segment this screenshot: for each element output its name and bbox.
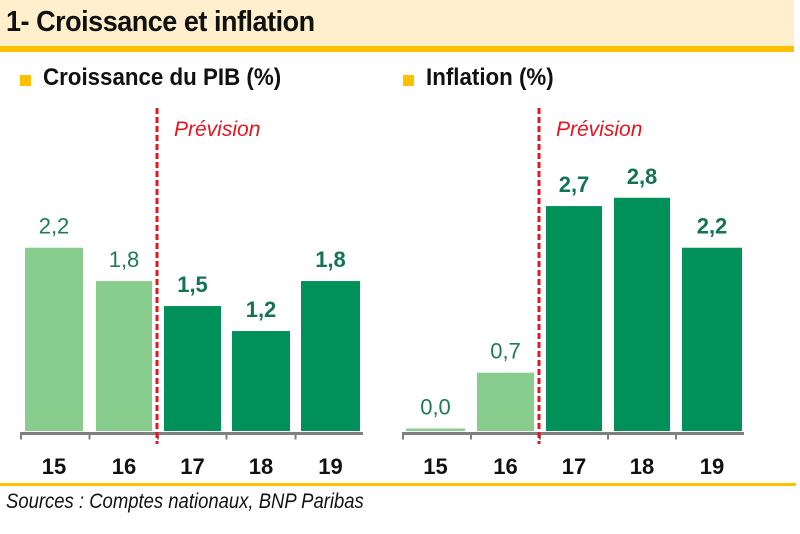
inflation-value-label-17: 2,7: [559, 172, 590, 197]
gdp-bar-16: [96, 281, 152, 431]
inflation-bar-16: [477, 372, 534, 431]
gdp-bar-18: [232, 331, 290, 431]
source-note: Sources : Comptes nationaux, BNP Paribas: [6, 490, 364, 513]
section-header: [0, 0, 794, 46]
gdp-bar-17: [164, 306, 221, 431]
section-title: 1- Croissance et inflation: [6, 6, 315, 38]
inflation-category-label-15: 15: [423, 454, 447, 479]
gdp-chart-title: Croissance du PIB (%): [43, 64, 282, 91]
gdp-value-label-17: 1,5: [177, 272, 208, 297]
gdp-forecast-annotation: Prévision: [174, 118, 260, 141]
gdp-value-label-16: 1,8: [109, 247, 140, 272]
gdp-bar-19: [301, 281, 360, 431]
inflation-category-label-17: 17: [562, 454, 586, 479]
inflation-chart-title: Inflation (%): [426, 64, 554, 91]
gdp-category-label-15: 15: [42, 454, 66, 479]
inflation-bar-18: [614, 197, 670, 431]
gdp-value-label-18: 1,2: [246, 297, 277, 322]
gdp-category-label-18: 18: [249, 454, 273, 479]
gdp-category-label-16: 16: [112, 454, 136, 479]
inflation-value-label-18: 2,8: [627, 164, 658, 189]
gdp-value-label-19: 1,8: [315, 247, 346, 272]
inflation-category-label-16: 16: [493, 454, 517, 479]
inflation-bar-19: [682, 247, 742, 431]
gdp-bar-15: [25, 247, 83, 431]
inflation-square-bullet-icon: [403, 75, 414, 86]
inflation-value-label-16: 0,7: [490, 339, 521, 364]
inflation-value-label-19: 2,2: [697, 214, 728, 239]
inflation-category-label-19: 19: [700, 454, 724, 479]
footer-rule: [0, 483, 796, 486]
inflation-bar-17: [546, 206, 602, 431]
gdp-value-label-15: 2,2: [39, 214, 70, 239]
inflation-bar-15: [406, 428, 465, 431]
gdp-category-label-19: 19: [318, 454, 342, 479]
inflation-category-label-18: 18: [630, 454, 654, 479]
gdp-square-bullet-icon: [20, 75, 31, 86]
gdp-category-label-17: 17: [180, 454, 204, 479]
header-rule: [0, 46, 794, 52]
inflation-forecast-annotation: Prévision: [556, 118, 642, 141]
inflation-value-label-15: 0,0: [420, 395, 451, 420]
